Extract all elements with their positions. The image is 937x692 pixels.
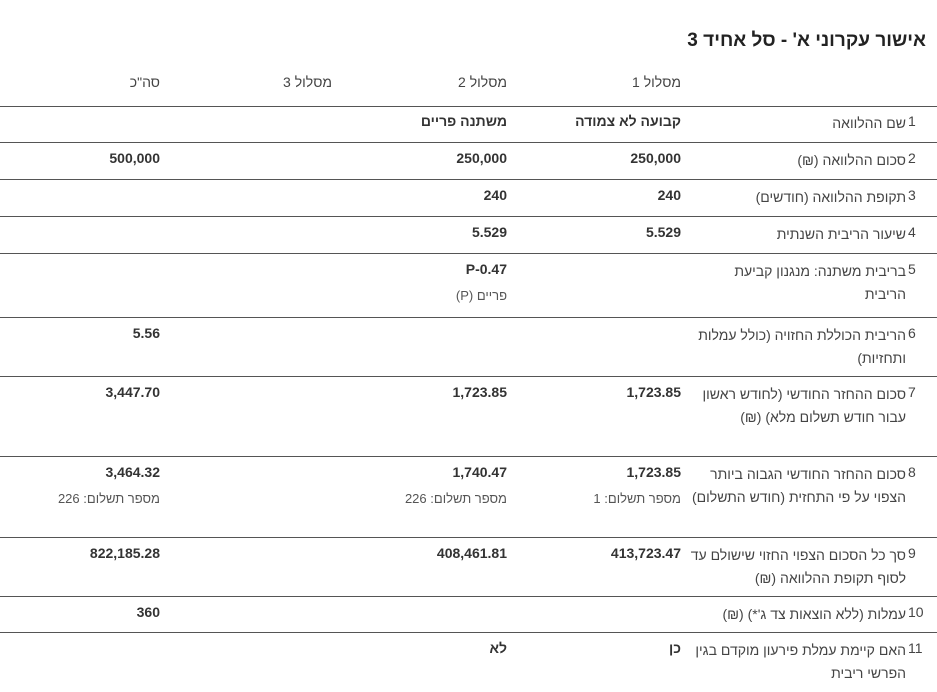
column-header-track-1: מסלול 1 <box>632 74 681 90</box>
column-header-track-2: מסלול 2 <box>458 74 507 90</box>
table-header: מסלול 1 מסלול 2 מסלול 3 סה"כ <box>0 72 937 107</box>
track-2-subtext: פריים (P) <box>455 288 507 303</box>
table-row: 1 שם ההלוואה קבועה לא צמודה משתנה פריים <box>0 106 937 143</box>
row-label: האם קיימת עמלת פירעון מוקדם בגין הפרשי ר… <box>695 642 906 681</box>
track-1-value: 1,723.85 <box>626 464 682 480</box>
table-row: 2 סכום ההלוואה (₪) 250,000 250,000 500,0… <box>0 143 937 180</box>
track-2-value: 408,461.81 <box>436 545 507 561</box>
page-title: אישור עקרוני א' - סל אחיד 3 <box>687 30 926 51</box>
track-1-value: קבועה לא צמודה <box>575 113 681 129</box>
table-row: 4 שיעור הריבית השנתית 5.529 5.529 <box>0 217 937 254</box>
track-2-value: 5.529 <box>471 224 507 240</box>
track-1-value: 250,000 <box>630 150 681 166</box>
row-label: סך כל הסכום הצפוי החזוי שישולם עד לסוף ת… <box>690 547 906 586</box>
table-row: 8 סכום ההחזר החודשי הגבוה ביותר הצפוי על… <box>0 457 937 538</box>
row-number: 11 <box>908 640 923 656</box>
total-value: 360 <box>136 604 160 620</box>
table-row: 11 האם קיימת עמלת פירעון מוקדם בגין הפרש… <box>0 633 937 692</box>
total-value: 3,464.32 <box>105 464 161 480</box>
row-number: 10 <box>908 604 924 620</box>
track-2-value: 1,723.85 <box>452 384 508 400</box>
row-label: עמלות (ללא הוצאות צד ג'*) (₪) <box>722 606 907 622</box>
row-label: בריבית משתנה: מנגנון קביעת הריבית <box>734 263 906 302</box>
track-2-value: 250,000 <box>456 150 507 166</box>
column-header-track-3: מסלול 3 <box>283 74 332 90</box>
row-number: 3 <box>908 187 916 203</box>
total-value: 500,000 <box>109 150 160 166</box>
row-number: 7 <box>908 384 916 400</box>
track-1-value: 240 <box>657 187 681 203</box>
row-label: שם ההלוואה <box>832 115 906 131</box>
total-subtext: מספר תשלום: 226 <box>57 491 160 506</box>
track-1-value: כן <box>669 640 681 656</box>
row-number: 2 <box>908 150 916 166</box>
track-1-value: 5.529 <box>645 224 681 240</box>
table-row: 6 הריבית הכוללת החזויה (כולל עמלות ותחזי… <box>0 318 937 377</box>
row-label: תקופת ההלוואה (חודשים) <box>755 189 906 205</box>
track-1-value: 1,723.85 <box>626 384 682 400</box>
track-2-subtext: מספר תשלום: 226 <box>404 491 507 506</box>
track-2-value: משתנה פריים <box>420 113 507 129</box>
table-row: 9 סך כל הסכום הצפוי החזוי שישולם עד לסוף… <box>0 538 937 597</box>
row-number: 8 <box>908 464 916 480</box>
row-label: סכום ההחזר החודשי הגבוה ביותר הצפוי על פ… <box>691 466 906 505</box>
total-value: 822,185.28 <box>89 545 160 561</box>
row-label: הריבית הכוללת החזויה (כולל עמלות ותחזיות… <box>698 327 906 366</box>
column-header-total: סה"כ <box>129 74 160 90</box>
table-row: 3 תקופת ההלוואה (חודשים) 240 240 <box>0 180 937 217</box>
table-row: 10 עמלות (ללא הוצאות צד ג'*) (₪) 360 <box>0 597 937 633</box>
row-label: סכום ההלוואה (₪) <box>797 152 906 168</box>
row-label: סכום ההחזר החודשי (לחודש ראשון עבור חודש… <box>702 386 907 425</box>
row-number: 5 <box>908 261 916 277</box>
row-label: שיעור הריבית השנתית <box>776 226 906 242</box>
track-2-value: 1,740.47 <box>452 464 508 480</box>
total-value: 3,447.70 <box>105 384 161 400</box>
track-2-value: P-0.47 <box>465 261 507 277</box>
track-2-value: 240 <box>483 187 507 203</box>
table-row: 7 סכום ההחזר החודשי (לחודש ראשון עבור חו… <box>0 377 937 457</box>
row-number: 9 <box>908 545 916 561</box>
track-2-value: לא <box>489 640 507 656</box>
total-value: 5.56 <box>132 325 160 341</box>
table-row: 5 בריבית משתנה: מנגנון קביעת הריבית P-0.… <box>0 254 937 318</box>
track-1-value: 413,723.47 <box>610 545 681 561</box>
row-number: 6 <box>908 325 916 341</box>
track-1-subtext: מספר תשלום: 1 <box>593 491 681 506</box>
row-number: 4 <box>908 224 916 240</box>
row-number: 1 <box>908 113 916 129</box>
